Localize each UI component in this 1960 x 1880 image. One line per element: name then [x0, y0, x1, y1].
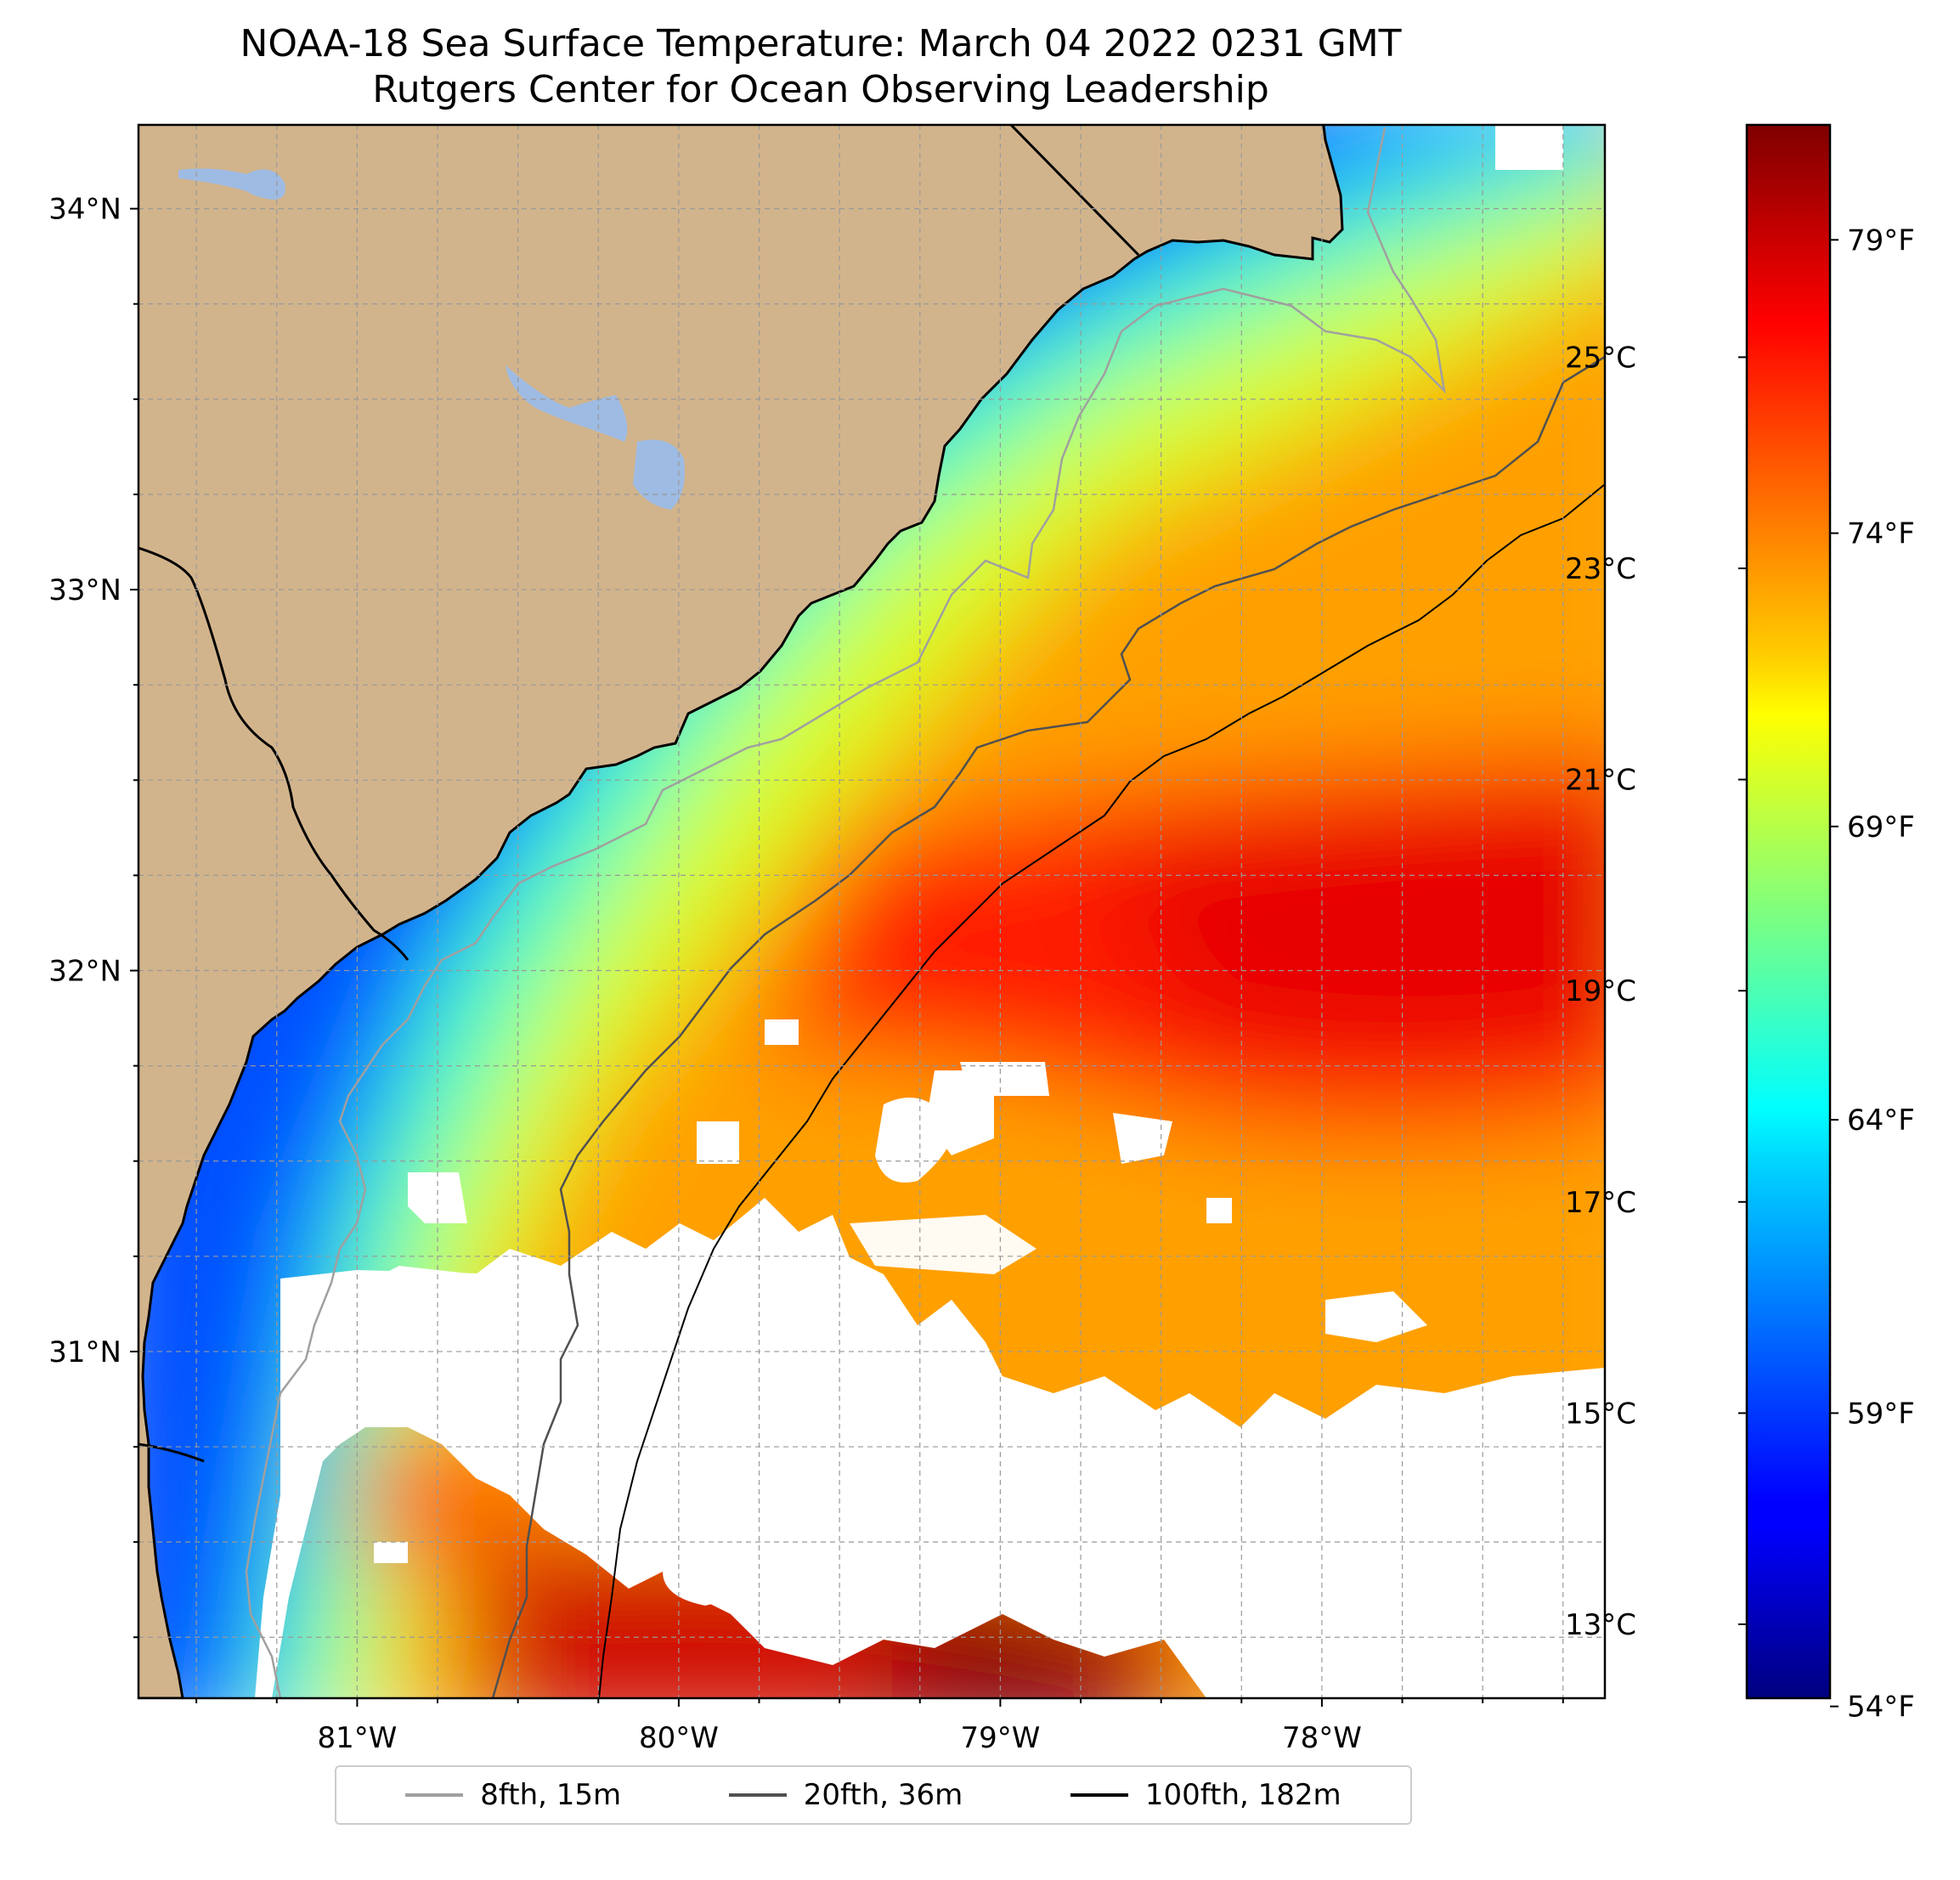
colorbar: [1745, 123, 1832, 1700]
celsius-tick-label: 15°C: [1565, 1397, 1636, 1431]
lon-tick-label: 79°W: [960, 1721, 1040, 1755]
contour-20fth: [491, 355, 1605, 1698]
fahrenheit-tick-label: 59°F: [1847, 1397, 1915, 1431]
contour-legend: 8fth, 15m 20fth, 36m 100fth, 182m: [335, 1765, 1412, 1825]
fahrenheit-tick-label: 79°F: [1847, 223, 1915, 257]
celsius-tick-label: 23°C: [1565, 552, 1636, 586]
contour-100fth: [598, 483, 1605, 1698]
graticule: [138, 125, 1605, 1698]
legend-label-20fth: 20fth, 36m: [803, 1778, 963, 1812]
state-boundaries: [138, 125, 1140, 1463]
fahrenheit-tick-label: 54°F: [1847, 1691, 1915, 1725]
celsius-tick-label: 19°C: [1565, 974, 1636, 1008]
latitude-axis: 31°N 32°N 33°N 34°N: [48, 193, 138, 1639]
legend-item-8fth: 8fth, 15m: [405, 1778, 621, 1812]
colorbar-fahrenheit-axis: 54°F 59°F 64°F 69°F 74°F 79°F: [1830, 223, 1915, 1725]
celsius-tick-label: 17°C: [1565, 1186, 1636, 1220]
contour-8fth: [245, 127, 1446, 1698]
fahrenheit-tick-label: 64°F: [1847, 1104, 1915, 1138]
lat-tick-label: 33°N: [48, 573, 121, 607]
chart-title: NOAA-18 Sea Surface Temperature: March 0…: [240, 22, 1402, 65]
lake-north: [178, 168, 285, 200]
lat-tick-label: 32°N: [48, 955, 121, 989]
legend-label-8fth: 8fth, 15m: [480, 1778, 622, 1812]
colorbar-celsius-axis: 13°C 15°C 17°C 19°C 21°C 23°C 25°C: [1565, 341, 1747, 1642]
longitude-axis: 81°W 80°W 79°W 78°W: [195, 1698, 1564, 1755]
lat-tick-label: 31°N: [48, 1335, 121, 1369]
lon-tick-label: 78°W: [1282, 1721, 1362, 1755]
lake-marion: [506, 365, 628, 442]
legend-label-100fth: 100fth, 182m: [1144, 1778, 1341, 1812]
lon-tick-label: 81°W: [317, 1721, 397, 1755]
map-area: [138, 125, 1605, 1698]
lake-moultrie: [633, 439, 685, 510]
chart-subtitle: Rutgers Center for Ocean Observing Leade…: [372, 68, 1269, 111]
map-frame: [137, 123, 1607, 1700]
legend-swatch-100fth: [1070, 1793, 1128, 1797]
legend-swatch-20fth: [728, 1793, 787, 1797]
legend-item-100fth: 100fth, 182m: [1070, 1778, 1341, 1812]
legend-item-20fth: 20fth, 36m: [728, 1778, 963, 1812]
celsius-tick-label: 25°C: [1565, 341, 1636, 375]
fahrenheit-tick-label: 74°F: [1847, 517, 1915, 551]
no-data-cloud-mask: [255, 125, 1605, 1698]
lat-tick-label: 34°N: [48, 193, 121, 227]
fahrenheit-tick-label: 69°F: [1847, 810, 1915, 844]
lakes: [178, 168, 685, 510]
legend-swatch-8fth: [405, 1793, 464, 1797]
bathymetry-contours: [245, 127, 1605, 1698]
celsius-tick-label: 13°C: [1565, 1608, 1636, 1642]
lon-tick-label: 80°W: [639, 1721, 719, 1755]
celsius-tick-label: 21°C: [1565, 764, 1636, 798]
land: [138, 125, 1344, 1698]
